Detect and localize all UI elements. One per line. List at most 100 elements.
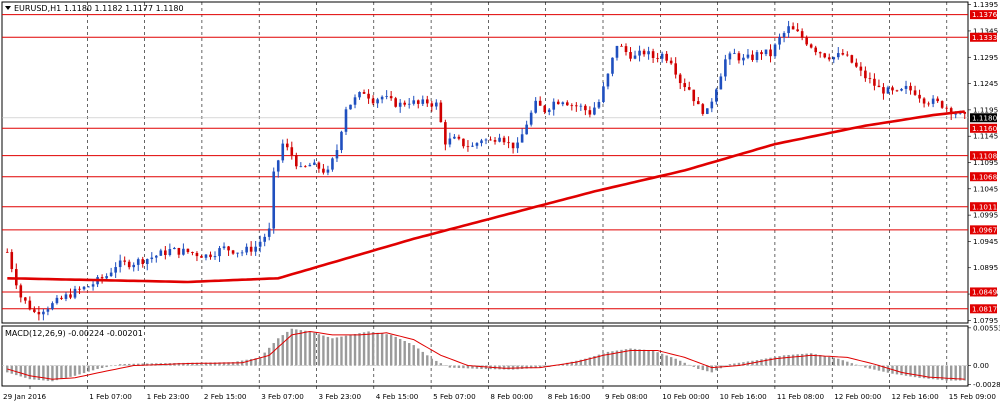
macd-bar — [466, 365, 470, 369]
macd-bar — [656, 352, 659, 366]
candle-body — [249, 246, 253, 252]
macd-bar — [258, 357, 262, 366]
macd-histogram — [6, 328, 966, 382]
candle-body — [168, 249, 172, 256]
candle-body — [159, 250, 163, 256]
level-label-box — [970, 304, 997, 314]
macd-bar — [588, 357, 592, 366]
candles — [5, 20, 967, 321]
time-tick-label: 2 Feb 15:00 — [204, 392, 247, 401]
macd-bar — [435, 360, 438, 366]
macd-bar — [737, 362, 741, 366]
candle-body — [105, 276, 108, 279]
candle-body — [502, 137, 506, 143]
candle-body — [832, 57, 836, 60]
candle-body — [498, 137, 501, 142]
candle-body — [895, 90, 899, 92]
macd-bar — [326, 336, 330, 366]
chart-menu-triangle-icon[interactable] — [5, 6, 11, 10]
candle-body — [10, 252, 14, 270]
candle-body — [760, 52, 763, 55]
candle-body — [809, 44, 813, 48]
macd-bar — [42, 365, 45, 381]
macd-bar — [755, 360, 759, 366]
candle-body — [593, 107, 596, 115]
macd-bar — [584, 358, 587, 366]
candle-body — [800, 31, 804, 38]
macd-bar — [132, 363, 135, 366]
macd-bar — [809, 353, 813, 366]
macd-bar — [697, 365, 700, 369]
candle-body — [945, 107, 948, 109]
candle-body — [46, 309, 50, 312]
price-tick-label: 1.1095 — [973, 158, 998, 167]
candle-body — [882, 87, 885, 94]
macd-bar — [471, 365, 474, 369]
macd-bar — [963, 365, 966, 381]
level-label: 1.1108 — [972, 151, 998, 160]
candle-body — [620, 45, 623, 47]
macd-bar — [403, 341, 406, 366]
candle-body — [909, 85, 912, 91]
candle-body — [561, 102, 565, 105]
macd-bar — [439, 363, 443, 366]
macd-bar — [186, 362, 190, 366]
candle-body — [611, 57, 614, 74]
macd-bar — [683, 362, 686, 366]
candle-body — [769, 49, 772, 57]
candle-body — [276, 160, 280, 172]
macd-bar — [254, 358, 257, 366]
candle-body — [371, 98, 375, 104]
macd-bar — [507, 365, 510, 370]
candle-body — [868, 78, 872, 80]
candle-body — [678, 74, 682, 84]
candle-body — [186, 248, 190, 253]
macd-bar — [412, 345, 415, 366]
level-label: 1.1376 — [972, 10, 998, 19]
macd-bar — [286, 331, 289, 366]
candle-body — [602, 86, 605, 103]
macd-bar — [918, 365, 921, 378]
candle-body — [570, 105, 574, 107]
macd-bar — [82, 365, 86, 374]
macd-bar — [674, 358, 677, 366]
time-tick-label: 5 Feb 07:00 — [433, 392, 476, 401]
candle-body — [733, 53, 736, 55]
candle-body — [258, 241, 262, 247]
macd-bar — [647, 350, 650, 366]
macd-bar — [837, 358, 840, 366]
candle-body — [114, 267, 117, 273]
level-label: 1.1333 — [972, 33, 997, 42]
time-tick-label: 10 Feb 00:00 — [662, 392, 710, 401]
candle-body — [19, 285, 23, 298]
candle-body — [471, 145, 474, 147]
candle-body — [823, 53, 827, 58]
macd-bar — [904, 365, 908, 376]
candle-body — [701, 104, 705, 114]
candle-body — [606, 73, 610, 87]
macd-bar — [954, 365, 957, 381]
candle-body — [660, 53, 664, 59]
level-lines — [2, 14, 968, 310]
macd-bar — [191, 362, 194, 366]
macd-bar — [665, 355, 668, 366]
macd-bar — [538, 365, 542, 368]
price-tick-label: 1.0995 — [973, 211, 998, 220]
macd-bar — [290, 328, 293, 366]
macd-bar — [218, 362, 221, 366]
candle-body — [412, 100, 416, 104]
candle-body — [633, 55, 637, 59]
macd-bar — [421, 351, 424, 366]
price-tick-label: 1.0895 — [973, 263, 998, 272]
candle-body — [24, 297, 27, 301]
macd-bar — [773, 356, 777, 366]
macd-bar — [10, 365, 13, 374]
macd-bar — [611, 351, 614, 366]
candle-body — [728, 53, 732, 60]
macd-axis: 0.00553 0.00 -0.0028 — [968, 323, 1000, 389]
macd-bar — [322, 335, 325, 366]
macd-bar — [444, 365, 447, 366]
macd-bar — [502, 365, 506, 370]
candle-body — [299, 166, 303, 168]
